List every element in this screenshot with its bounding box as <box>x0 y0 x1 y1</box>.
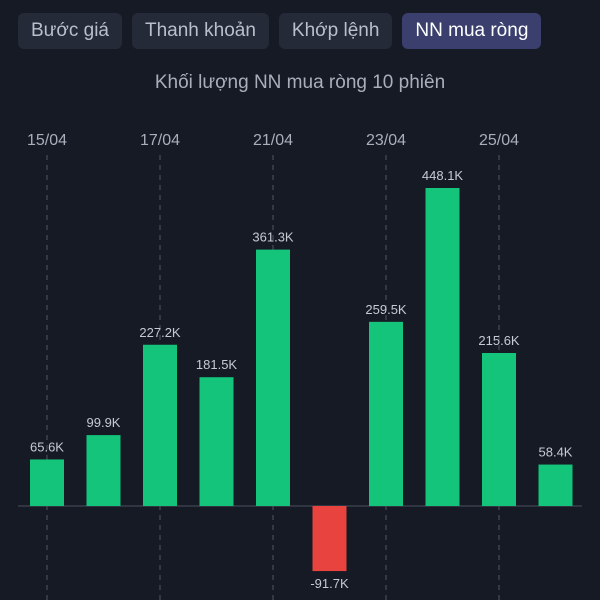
bar-value-label: 58.4K <box>539 445 573 460</box>
tab-price-step[interactable]: Bước giá <box>18 13 122 49</box>
bar-15-04[interactable] <box>30 459 64 506</box>
bar-value-label: 215.6K <box>478 333 520 348</box>
bar-26-04[interactable] <box>538 464 573 506</box>
x-tick-label: 15/04 <box>27 132 67 149</box>
tab-foreign-net-buy[interactable]: NN mua ròng <box>402 13 542 49</box>
bar-value-label: 65.6K <box>30 439 64 454</box>
bar-24-04[interactable] <box>425 188 460 506</box>
bar-value-label: 259.5K <box>365 302 407 317</box>
bar-value-label: 227.2K <box>139 325 181 340</box>
bar-value-label: 181.5K <box>196 357 238 372</box>
x-tick-label: 17/04 <box>140 132 180 149</box>
bar-17-04[interactable] <box>143 344 177 506</box>
bar-23-04[interactable] <box>369 321 403 506</box>
bar-18-04[interactable] <box>199 377 234 506</box>
bar-value-label: 99.9K <box>87 415 121 430</box>
bar-16-04[interactable] <box>86 435 121 506</box>
bar-value-label: -91.7K <box>310 576 349 591</box>
tab-matched-orders[interactable]: Khớp lệnh <box>278 13 393 49</box>
chart-title: Khối lượng NN mua ròng 10 phiên <box>154 72 446 93</box>
bar-value-label: 361.3K <box>252 230 294 245</box>
tab-bar: Bước giá Thanh khoản Khớp lệnh NN mua rò… <box>18 13 542 49</box>
bar-value-label: 448.1K <box>422 168 464 183</box>
x-tick-label: 21/04 <box>253 132 293 149</box>
tab-liquidity[interactable]: Thanh khoản <box>132 13 269 49</box>
bar-21-04[interactable] <box>256 249 290 506</box>
bar-22-04[interactable] <box>312 506 347 572</box>
x-tick-label: 25/04 <box>479 132 519 149</box>
x-tick-label: 23/04 <box>366 132 406 149</box>
bar-25-04[interactable] <box>482 352 516 506</box>
